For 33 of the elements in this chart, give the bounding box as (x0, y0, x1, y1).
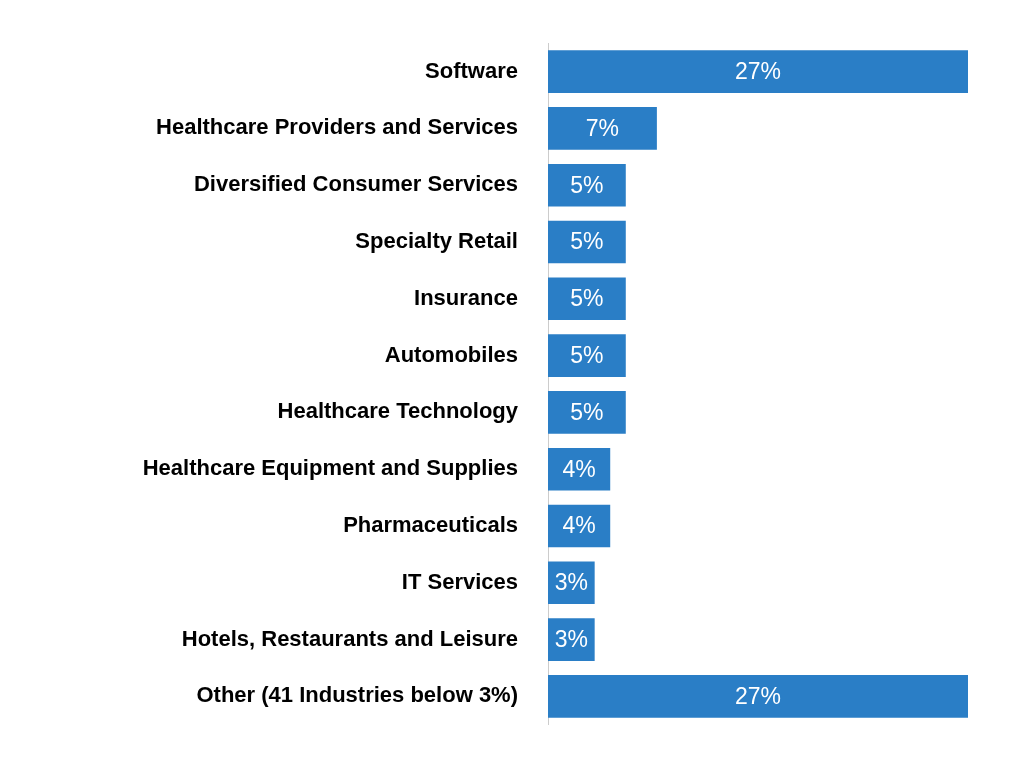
bar (548, 107, 657, 150)
data-label: 5% (570, 171, 604, 198)
y-tick-label: Healthcare Providers and Services (156, 114, 518, 140)
data-label: 5% (570, 285, 604, 312)
y-tick-label: Software (425, 57, 518, 83)
data-label: 3% (554, 625, 588, 652)
data-label: 3% (554, 569, 588, 596)
y-tick-label: Specialty Retail (355, 228, 518, 254)
bar (548, 50, 968, 93)
data-label: 5% (570, 341, 604, 368)
data-label: 4% (562, 455, 596, 482)
data-label: 4% (562, 512, 596, 539)
bar (548, 447, 611, 491)
bar (548, 163, 626, 207)
y-tick-label: Healthcare Equipment and Supplies (142, 455, 518, 481)
data-label: 5% (570, 228, 604, 255)
bar (548, 675, 968, 718)
y-tick-label: Healthcare Technology (277, 398, 519, 424)
y-tick-label: Other (41 Industries below 3%) (196, 682, 518, 708)
y-tick-label: Diversified Consumer Services (193, 171, 518, 197)
bar (548, 334, 626, 377)
y-tick-label: Automobiles (384, 341, 518, 367)
data-label: 27% (734, 57, 782, 84)
y-tick-label: Insurance (414, 284, 518, 310)
y-tick-label: Pharmaceuticals (343, 512, 518, 538)
data-label: 27% (734, 682, 782, 709)
bar (548, 391, 626, 434)
y-tick-label: IT Services (401, 568, 518, 594)
bar (548, 277, 626, 321)
data-label: 5% (570, 398, 604, 425)
y-tick-label: Hotels, Restaurants and Leisure (181, 625, 518, 651)
bar (548, 220, 626, 264)
data-label: 7% (585, 114, 620, 141)
